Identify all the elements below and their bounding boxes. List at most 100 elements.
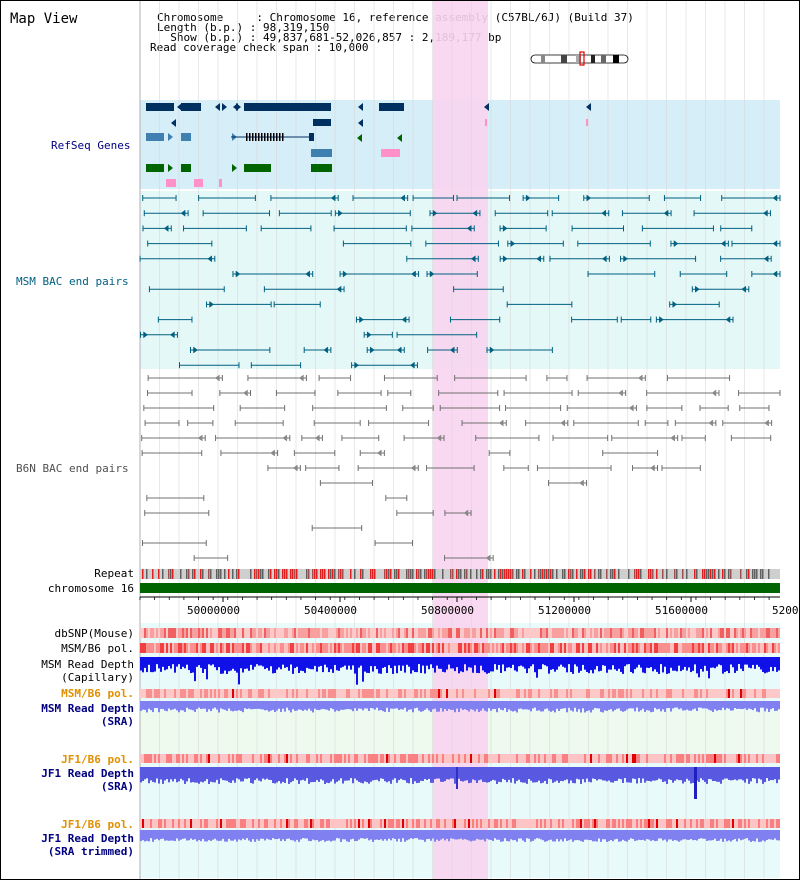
jf1-trimmed-depth-bar (518, 830, 520, 839)
jf1-b6-pol-heat (488, 754, 490, 763)
msm-capillary-depth-bar (690, 657, 692, 673)
jf1-trimmed-depth-bar (224, 830, 226, 842)
jf1-b6-pol-heat (200, 754, 202, 763)
msm-sra-depth-bar (204, 701, 206, 709)
msm-b6-pol-heat (768, 689, 770, 698)
dbsnp-heat (566, 628, 568, 638)
msm-sra-depth-bar (494, 701, 496, 709)
msm-b6-pol-heat (272, 689, 274, 698)
jf1-b6-pol-heat (284, 819, 286, 828)
msm-b6-pol-heat (726, 643, 728, 653)
jf1-sra-depth-bar (544, 767, 546, 782)
msm-capillary-depth-bar (698, 657, 700, 678)
repeat-mark (306, 569, 308, 579)
jf1-trimmed-depth-bar (748, 830, 750, 841)
msm-sra-depth-bar (624, 701, 626, 712)
jf1-b6-pol-heat (220, 819, 222, 828)
msm-b6-pol-heat (304, 643, 306, 653)
jf1-b6-pol-heat (296, 819, 298, 828)
msm-b6-pol-heat (298, 643, 300, 653)
msm-bac-end-pairs-label[interactable]: MSM BAC end pairs (16, 275, 129, 288)
repeat-mark (292, 569, 294, 579)
dbsnp-heat (276, 628, 278, 638)
bac-end-marker (672, 300, 678, 308)
jf1-b6-pol-heat (630, 754, 632, 763)
bac-end-marker (659, 316, 664, 324)
msm-b6-pol-heat (252, 689, 254, 698)
msm-b6-pol-heat (186, 643, 188, 653)
repeat-mark (594, 569, 596, 579)
msm-b6-pol-heat (442, 689, 444, 698)
jf1-b6-pol-heat (700, 819, 702, 828)
msm-capillary-depth-bar (490, 657, 492, 672)
msm-b6-pol-heat (698, 689, 700, 698)
dbsnp-heat (616, 628, 618, 638)
dbsnp-heat (364, 628, 366, 638)
jf1-b6-pol-heat (590, 819, 592, 828)
msm-sra-depth-bar (402, 701, 404, 710)
msm-sra-depth-bar (754, 701, 756, 709)
dbsnp-heat (478, 628, 480, 638)
jf1-sra-depth-bar (162, 767, 164, 784)
jf1-b6-pol-heat (538, 754, 540, 763)
repeat-mark (192, 569, 194, 579)
dbsnp-heat (348, 628, 350, 638)
msm-b6-pol-heat (144, 689, 146, 698)
msm-capillary-depth-bar (204, 657, 206, 670)
jf1-trimmed-depth-bar (270, 830, 272, 841)
jf1-b6-pol-heat (164, 819, 166, 828)
msm-b6-pol-heat (480, 689, 482, 698)
jf1-b6-pol-heat (466, 819, 468, 828)
msm-capillary-depth-bar (718, 657, 720, 665)
jf1-sra-depth-bar (746, 767, 748, 779)
jf1-b6-pol-heat (274, 754, 276, 763)
msm-b6-pol-heat (436, 643, 438, 653)
jf1-b6-pol-heat (204, 754, 206, 763)
msm-b6-pol-heat (352, 689, 354, 698)
jf1-trimmed-depth-bar (504, 830, 506, 839)
msm-sra-depth-bar (394, 701, 396, 709)
msm-b6-pol-heat (300, 689, 302, 698)
msm-b6-pol-heat (636, 689, 638, 698)
msm-b6-pol-heat (294, 643, 296, 653)
msm-capillary-depth-bar (688, 657, 690, 668)
msm-capillary-depth-bar (280, 657, 282, 670)
jf1-b6-pol-heat (294, 819, 296, 828)
msm-capillary-depth-bar (714, 657, 716, 669)
msm-b6-pol-heat (284, 643, 286, 653)
msm-sra-depth-bar (208, 701, 210, 710)
jf1-sra-depth-bar (748, 767, 750, 784)
msm-sra-depth-bar (544, 701, 546, 710)
repeat-mark (218, 569, 220, 579)
msm-b6-pol-heat (174, 689, 176, 698)
msm-sra-depth-bar (172, 701, 174, 710)
jf1-b6-pol-heat (748, 754, 750, 763)
msm-b6-pol-heat (444, 689, 446, 698)
jf1-b6-pol-heat (522, 819, 524, 828)
jf1-b6-pol-heat (170, 754, 172, 763)
jf1-b6-pol-heat (580, 754, 582, 763)
msm-sra-depth-bar (342, 701, 344, 710)
jf1-trimmed-depth-bar (620, 830, 622, 842)
jf1-b6-pol-heat (680, 754, 682, 763)
dbsnp-heat (254, 628, 256, 638)
msm-b6-pol-heat (242, 643, 244, 653)
repeat-mark (256, 569, 258, 579)
msm-b6-pol-heat (438, 643, 440, 653)
jf1-sra-depth-bar (764, 767, 766, 782)
jf1-b6-pol-heat (324, 819, 326, 828)
jf1-b6-pol-heat (600, 754, 602, 763)
msm-sra-depth-bar (480, 701, 482, 711)
jf1-b6-pol-heat (366, 754, 368, 763)
b6n-bac-end-pairs-label[interactable]: B6N BAC end pairs (16, 462, 129, 475)
repeat-mark (730, 569, 732, 579)
msm-sra-depth-bar (730, 701, 732, 711)
jf1-b6-pol-heat (456, 754, 458, 763)
repeat-mark (606, 569, 608, 579)
refseq-genes-label[interactable]: RefSeq Genes (51, 139, 131, 152)
msm-b6-pol-heat (452, 643, 454, 653)
refseq-gene (146, 103, 174, 111)
gene-arrow (215, 103, 220, 111)
jf1-sra-depth-bar (628, 767, 630, 783)
